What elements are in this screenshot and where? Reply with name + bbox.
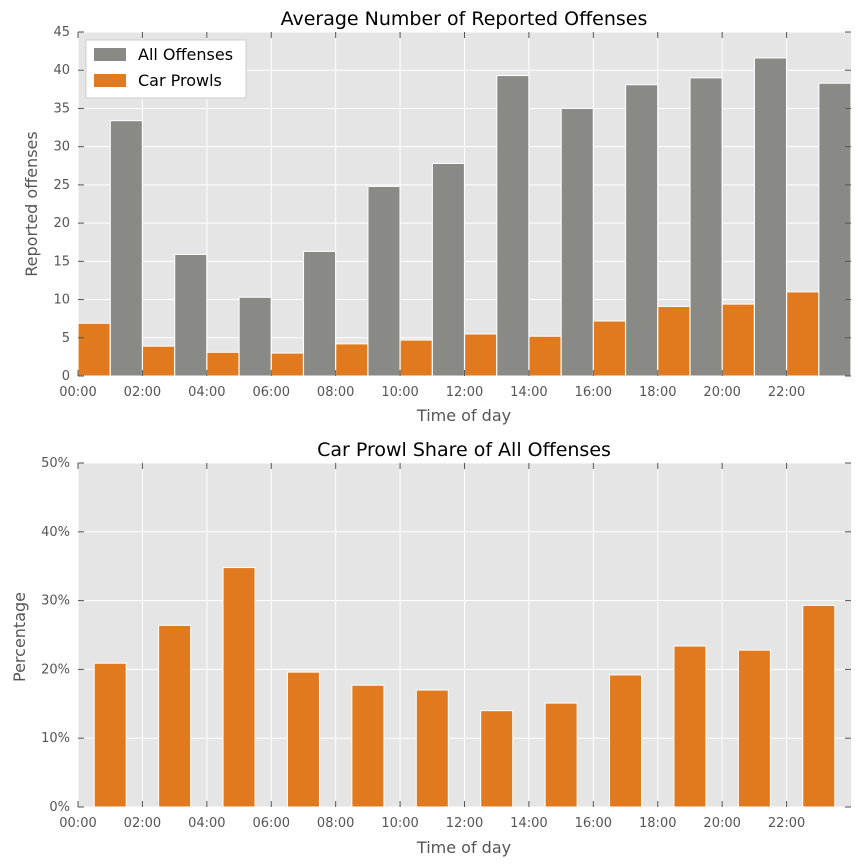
bar-all-offenses-2000	[753, 57, 787, 377]
bar-car-prowls-0600	[270, 352, 304, 377]
bar-car-prowls-1400	[528, 335, 562, 377]
x-tick-label: 04:00	[188, 816, 225, 831]
legend: All Offenses Car Prowls	[85, 39, 247, 99]
bar-car-prowls-0000	[77, 322, 111, 377]
chart-title-offenses: Average Number of Reported Offenses	[281, 8, 648, 30]
bar-all-offenses-0400	[238, 296, 272, 377]
x-tick-label: 22:00	[768, 816, 805, 831]
chart-panel-1: 0% 10% 20% 30% 40% 50% 00:00 02:00 04:00 06:00 08:…	[41, 456, 851, 831]
x-tick-label: 22:00	[768, 385, 805, 400]
bar-share-1800	[673, 645, 707, 808]
x-tick-label: 02:00	[124, 816, 161, 831]
x-tick-label: 10:00	[381, 816, 418, 831]
bar-car-prowls-2200	[786, 291, 820, 377]
bar-all-offenses-1600	[625, 84, 659, 377]
bar-car-prowls-0400	[206, 351, 240, 377]
bar-share-2000	[737, 649, 771, 808]
bar-share-0400	[222, 567, 256, 808]
bar-share-1000	[415, 689, 449, 808]
bar-all-offenses-0800	[367, 185, 401, 377]
bar-share-2200	[802, 604, 836, 808]
bar-all-offenses-0000	[109, 120, 143, 377]
legend-entry: All Offenses	[138, 45, 233, 64]
x-tick-label: 12:00	[446, 385, 483, 400]
chart-panel-0: 0 5 10 15 20 25 30 35 40 45 00:00 02:00 04:00 06:00 08…	[53, 25, 852, 400]
y-tick-label: 20	[53, 216, 70, 231]
y-tick-label: 30	[53, 140, 70, 155]
y-tick-label: 35	[53, 101, 70, 116]
legend-swatch	[94, 74, 126, 87]
x-tick-label: 06:00	[253, 385, 290, 400]
y-tick-label: 30%	[41, 594, 70, 609]
bar-share-1200	[480, 710, 514, 808]
x-tick-label: 20:00	[703, 385, 740, 400]
legend-entry: Car Prowls	[138, 71, 222, 90]
y-tick-label: 15	[53, 254, 70, 269]
x-tick-label: 20:00	[703, 816, 740, 831]
x-tick-label: 12:00	[446, 816, 483, 831]
y-tick-label: 40%	[41, 525, 70, 540]
y-tick-label: 10%	[41, 731, 70, 746]
bar-car-prowls-0800	[335, 343, 369, 377]
y-axis-label-share: Percentage	[10, 592, 29, 682]
x-tick-label: 02:00	[124, 385, 161, 400]
bar-all-offenses-2200	[818, 82, 852, 377]
y-tick-label: 0%	[49, 800, 70, 815]
x-tick-label: 08:00	[317, 385, 354, 400]
x-tick-label: 00:00	[59, 816, 96, 831]
y-tick-label: 25	[53, 178, 70, 193]
x-tick-label: 18:00	[639, 816, 676, 831]
x-tick-label: 10:00	[381, 385, 418, 400]
bar-share-0800	[351, 684, 385, 808]
bar-all-offenses-1400	[560, 107, 594, 377]
bar-all-offenses-0600	[303, 250, 337, 377]
bar-share-0600	[286, 671, 320, 808]
x-tick-label: 04:00	[188, 385, 225, 400]
x-tick-label: 00:00	[59, 385, 96, 400]
bar-share-0000	[93, 662, 127, 808]
legend-swatch	[94, 48, 126, 61]
bar-car-prowls-0200	[142, 345, 176, 377]
x-axis-label-share: Time of day	[416, 838, 511, 857]
bar-car-prowls-1000	[399, 339, 433, 377]
y-tick-label: 20%	[41, 662, 70, 677]
y-tick-label: 10	[53, 293, 70, 308]
bar-all-offenses-1200	[496, 75, 530, 377]
x-tick-label: 16:00	[575, 816, 612, 831]
bar-share-1400	[544, 702, 578, 808]
bar-car-prowls-1800	[657, 305, 691, 377]
y-axis-label-offenses: Reported offenses	[22, 131, 41, 276]
x-axis-label-offenses: Time of day	[416, 406, 511, 425]
bar-share-0200	[158, 624, 192, 808]
bar-share-1600	[609, 674, 643, 808]
x-tick-label: 08:00	[317, 816, 354, 831]
bar-car-prowls-2000	[721, 303, 755, 377]
bar-car-prowls-1600	[592, 320, 626, 377]
bar-all-offenses-1800	[689, 77, 723, 377]
bar-all-offenses-0200	[174, 253, 208, 377]
x-tick-label: 06:00	[253, 816, 290, 831]
x-tick-label: 16:00	[575, 385, 612, 400]
y-tick-label: 45	[53, 25, 70, 40]
bar-all-offenses-1000	[431, 162, 465, 377]
bar-car-prowls-1200	[464, 333, 498, 377]
x-tick-label: 14:00	[510, 816, 547, 831]
y-tick-label: 50%	[41, 456, 70, 471]
y-tick-label: 5	[62, 331, 70, 346]
chart-title-share: Car Prowl Share of All Offenses	[317, 439, 611, 461]
y-tick-label: 0	[62, 369, 70, 384]
x-tick-label: 14:00	[510, 385, 547, 400]
x-tick-label: 18:00	[639, 385, 676, 400]
y-tick-label: 40	[53, 63, 70, 78]
